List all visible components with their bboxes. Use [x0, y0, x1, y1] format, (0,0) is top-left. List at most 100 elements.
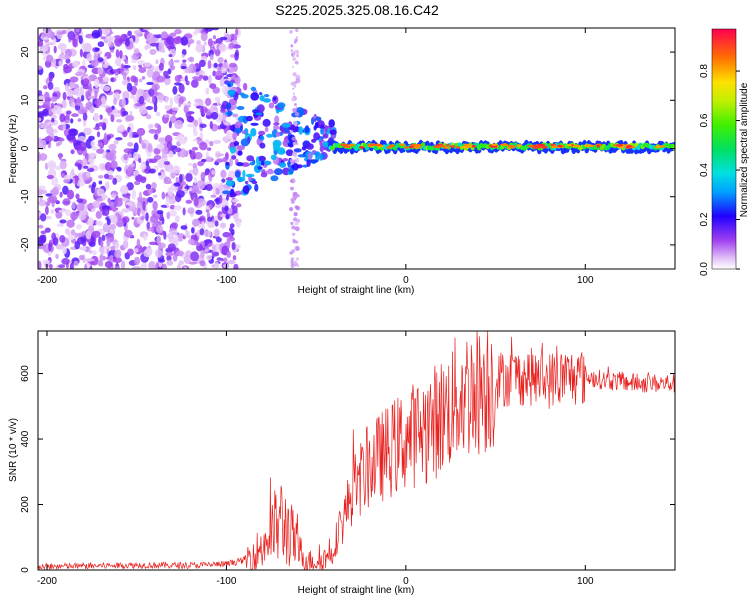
- streak-blob: [295, 106, 298, 109]
- noise-blob: [88, 184, 93, 189]
- noise-blob: [231, 198, 239, 203]
- noise-blob: [133, 134, 140, 138]
- noise-blob: [188, 162, 193, 167]
- noise-blob: [196, 179, 206, 190]
- noise-blob: [94, 98, 103, 106]
- streak-blob: [294, 158, 300, 163]
- noise-blob: [137, 89, 145, 95]
- noise-blob: [226, 250, 231, 258]
- noise-blob: [38, 111, 47, 116]
- x-tick-label: -200: [37, 576, 57, 587]
- noise-blob: [47, 160, 57, 170]
- ridge-peak: [359, 146, 365, 149]
- noise-blob: [88, 249, 93, 254]
- transition-blob: [279, 162, 287, 168]
- colorbar-label: Normalized spectral amplitude: [739, 82, 750, 217]
- noise-blob: [50, 209, 55, 215]
- noise-blob: [163, 161, 171, 166]
- streak-blob: [290, 44, 294, 48]
- noise-blob: [210, 111, 219, 120]
- transition-blob: [229, 146, 236, 154]
- transition-blob: [275, 131, 281, 137]
- transition-blob: [276, 102, 286, 109]
- ridge-peak: [616, 144, 624, 147]
- noise-blob: [215, 70, 222, 77]
- noise-blob: [177, 238, 183, 242]
- noise-blob: [168, 210, 177, 217]
- noise-blob: [52, 86, 61, 92]
- transition-blob: [319, 153, 323, 161]
- noise-blob: [120, 185, 129, 195]
- noise-blob: [200, 171, 206, 181]
- noise-blob: [172, 253, 178, 262]
- noise-blob: [199, 74, 204, 79]
- streak-blob: [292, 141, 296, 146]
- noise-blob: [39, 234, 46, 244]
- noise-blob: [119, 50, 123, 59]
- noise-blob: [66, 189, 75, 200]
- streak-blob: [294, 205, 298, 209]
- noise-blob: [140, 216, 145, 221]
- transition-blob: [268, 102, 275, 109]
- transition-blob: [239, 92, 245, 96]
- noise-blob: [74, 175, 79, 185]
- noise-blob: [91, 250, 97, 256]
- noise-blob: [169, 42, 175, 50]
- noise-blob: [214, 261, 220, 269]
- noise-blob: [148, 123, 154, 129]
- noise-blob: [163, 142, 169, 150]
- noise-blob: [149, 42, 159, 47]
- transition-blob: [274, 168, 283, 176]
- noise-blob: [73, 88, 82, 96]
- noise-blob: [56, 223, 64, 227]
- noise-blob: [76, 96, 81, 107]
- noise-blob: [186, 115, 194, 123]
- noise-blob: [158, 137, 167, 143]
- noise-blob: [89, 241, 96, 247]
- noise-blob: [85, 258, 95, 262]
- noise-blob: [51, 117, 55, 123]
- streak-blob: [294, 226, 300, 232]
- noise-blob: [114, 35, 122, 39]
- noise-blob: [189, 187, 193, 192]
- noise-blob: [62, 246, 67, 255]
- noise-blob: [82, 42, 92, 53]
- noise-blob: [110, 114, 115, 123]
- noise-blob: [231, 242, 236, 250]
- transition-blob: [298, 126, 304, 135]
- noise-blob: [127, 142, 134, 147]
- noise-blob: [167, 243, 176, 251]
- noise-blob: [48, 264, 53, 269]
- noise-blob: [221, 67, 227, 74]
- noise-blob: [115, 57, 122, 67]
- noise-blob: [173, 205, 182, 211]
- noise-blob: [205, 87, 210, 95]
- transition-blob: [227, 110, 233, 117]
- noise-blob: [45, 42, 49, 52]
- transition-blob: [240, 124, 243, 132]
- noise-blob: [93, 126, 101, 130]
- noise-blob: [166, 110, 174, 114]
- noise-blob: [187, 123, 196, 128]
- transition-blob: [329, 129, 337, 135]
- noise-blob: [231, 204, 235, 210]
- y-tick-label: 20: [20, 46, 31, 58]
- noise-blob: [98, 246, 108, 255]
- noise-blob: [178, 83, 185, 94]
- noise-blob: [59, 137, 65, 142]
- noise-blob: [165, 197, 170, 208]
- noise-blob: [96, 148, 105, 154]
- streak-blob: [291, 200, 295, 204]
- ridge-peak: [373, 143, 383, 147]
- noise-blob: [99, 253, 104, 263]
- noise-blob: [148, 158, 158, 164]
- noise-blob: [140, 176, 147, 184]
- noise-blob: [50, 102, 55, 109]
- streak-blob: [292, 239, 297, 244]
- noise-blob: [203, 230, 212, 238]
- streak-blob: [294, 40, 297, 44]
- y-tick-label: 0: [20, 145, 31, 151]
- streak-blob: [290, 161, 294, 165]
- noise-blob: [171, 222, 178, 229]
- noise-blob: [104, 56, 108, 65]
